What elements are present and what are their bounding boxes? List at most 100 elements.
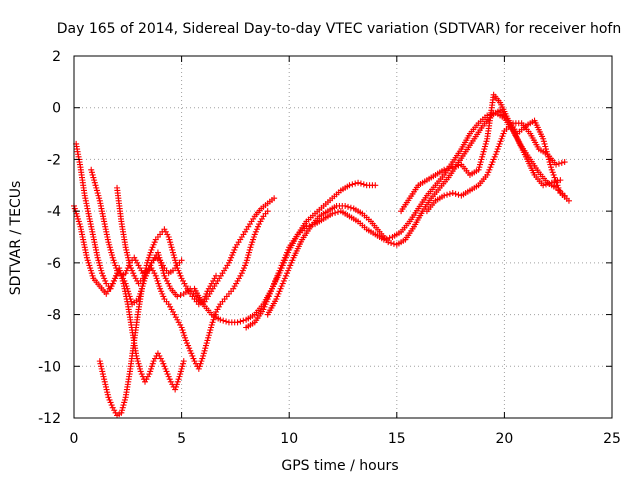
data-point-fill xyxy=(147,249,154,256)
data-point-fill xyxy=(243,257,250,264)
data-point-fill xyxy=(125,257,132,264)
data-point-fill xyxy=(177,321,184,328)
data-point-fill xyxy=(240,317,247,324)
data-point-fill xyxy=(274,293,281,300)
data-point-fill xyxy=(349,181,356,188)
data-point xyxy=(135,262,142,269)
data-point-fill xyxy=(87,267,94,274)
data-point-fill xyxy=(180,360,187,367)
data-point-fill xyxy=(549,169,556,176)
data-point-fill xyxy=(555,160,562,167)
data-point-fill xyxy=(121,399,128,406)
data-point-fill xyxy=(280,257,287,264)
data-point-fill xyxy=(254,223,261,230)
data-point-fill xyxy=(481,146,488,153)
data-point-fill xyxy=(491,153,498,160)
data-point-fill xyxy=(214,306,221,313)
data-point-fill xyxy=(180,329,187,336)
data-point-fill xyxy=(157,355,164,362)
data-point xyxy=(441,166,448,173)
data-point-fill xyxy=(151,270,158,277)
data-point-fill xyxy=(278,283,285,290)
data-point-fill xyxy=(360,181,367,188)
data-point-fill xyxy=(183,340,190,347)
data-point-fill xyxy=(107,399,114,406)
data-point-fill xyxy=(275,270,282,277)
data-point xyxy=(346,182,353,189)
data-point-fill xyxy=(552,177,559,184)
data-point-fill xyxy=(154,277,161,284)
data-point xyxy=(204,337,211,344)
data-point-fill xyxy=(155,280,162,287)
series-track-i xyxy=(398,91,572,215)
data-point-fill xyxy=(177,371,184,378)
data-point-fill xyxy=(109,252,116,259)
data-point-fill xyxy=(497,138,504,145)
data-point-fill xyxy=(211,275,218,282)
data-point xyxy=(182,283,189,290)
data-point-fill xyxy=(74,213,81,220)
data-point xyxy=(273,296,280,303)
data-point xyxy=(200,352,207,359)
data-point xyxy=(565,197,572,204)
data-point xyxy=(131,254,138,261)
data-point-fill xyxy=(223,318,230,325)
data-point-fill xyxy=(112,272,119,279)
data-point-fill xyxy=(141,272,148,279)
data-point xyxy=(355,179,362,186)
data-point-fill xyxy=(76,221,83,228)
data-point-fill xyxy=(266,290,273,297)
data-point-fill xyxy=(159,290,166,297)
data-point-fill xyxy=(168,306,175,313)
data-point xyxy=(161,272,168,279)
data-point-fill xyxy=(75,215,82,222)
data-point xyxy=(548,166,555,173)
data-point-fill xyxy=(173,383,180,390)
data-point-fill xyxy=(480,148,487,155)
data-point-fill xyxy=(542,143,549,150)
data-point-fill xyxy=(89,272,96,279)
data-markers xyxy=(71,91,572,419)
data-point-fill xyxy=(167,241,174,248)
data-point-fill xyxy=(134,355,141,362)
data-point xyxy=(208,280,215,287)
data-point xyxy=(238,270,245,277)
data-point xyxy=(281,275,288,282)
data-point-fill xyxy=(261,303,268,310)
data-point-fill xyxy=(112,262,119,269)
data-point-fill xyxy=(188,350,195,357)
data-point-fill xyxy=(149,267,156,274)
data-point-fill xyxy=(93,187,100,194)
data-point-fill xyxy=(106,244,113,251)
data-point-fill xyxy=(138,371,145,378)
data-point-fill xyxy=(111,259,118,266)
data-point-fill xyxy=(285,267,292,274)
data-point-fill xyxy=(91,177,98,184)
data-point-fill xyxy=(126,259,133,266)
data-point-fill xyxy=(182,334,189,341)
data-point xyxy=(561,159,568,166)
data-point-fill xyxy=(166,283,173,290)
data-point-fill xyxy=(181,280,188,287)
data-point-fill xyxy=(95,192,102,199)
data-point-fill xyxy=(99,368,106,375)
data-point xyxy=(256,221,263,228)
data-point-fill xyxy=(446,190,453,197)
data-point xyxy=(247,244,254,251)
series-track-c xyxy=(96,226,220,419)
data-point-fill xyxy=(111,407,118,414)
data-point-fill xyxy=(547,161,554,168)
data-point-fill xyxy=(161,363,168,370)
data-point xyxy=(342,202,349,209)
y-tick-label: -10 xyxy=(38,359,61,375)
data-point-fill xyxy=(119,275,126,282)
data-point-fill xyxy=(286,265,293,272)
data-point-fill xyxy=(482,143,489,150)
data-point-fill xyxy=(488,161,495,168)
data-point-fill xyxy=(103,386,110,393)
data-point-fill xyxy=(201,347,208,354)
data-point-fill xyxy=(205,332,212,339)
x-tick-label: 15 xyxy=(388,431,406,447)
data-point xyxy=(449,190,456,197)
data-point-fill xyxy=(172,257,179,264)
